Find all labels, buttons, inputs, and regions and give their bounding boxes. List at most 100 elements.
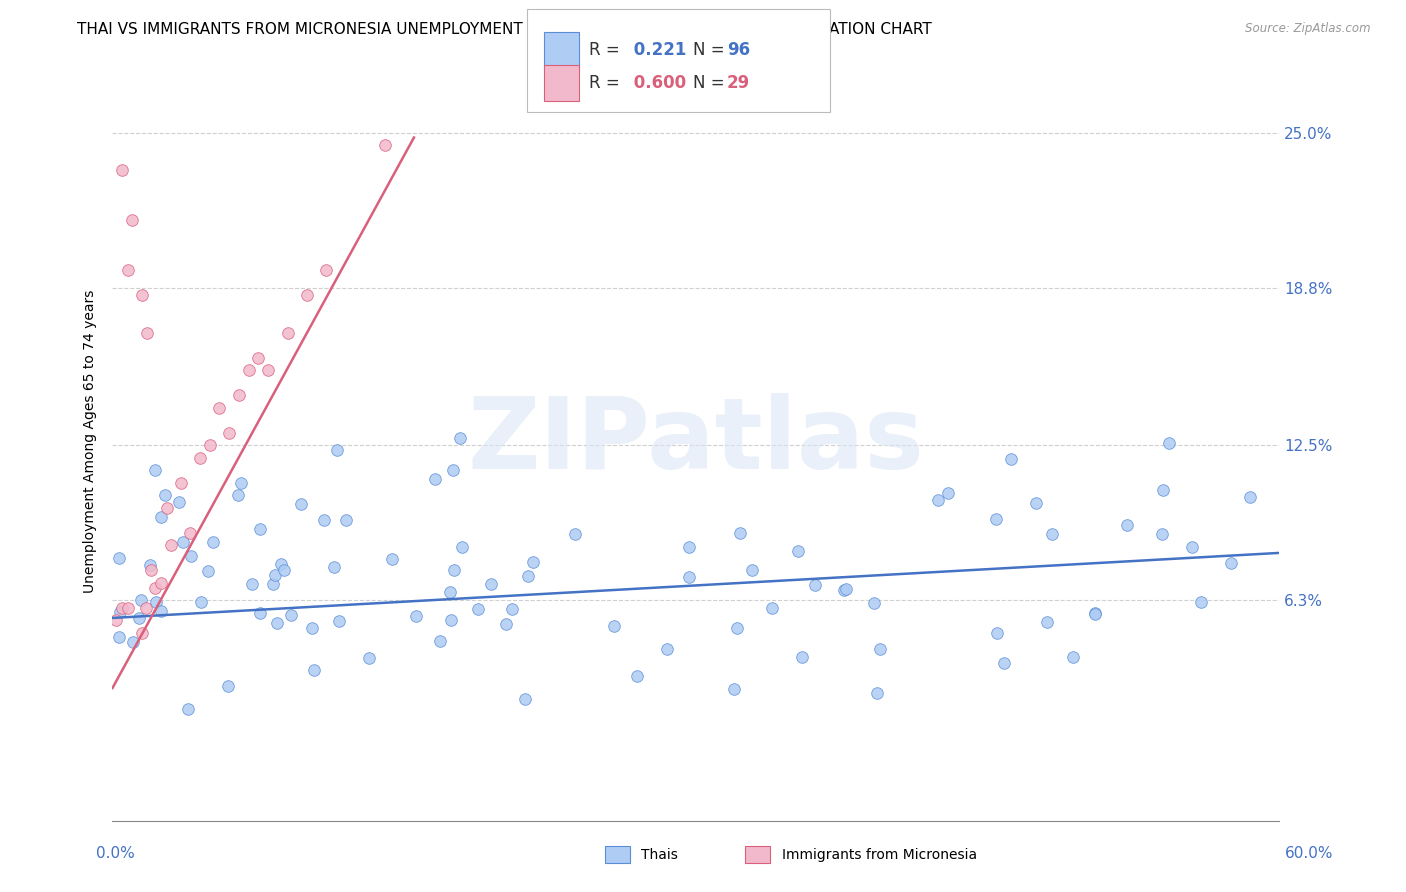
Text: R =: R = (589, 41, 626, 59)
Point (229, 475, 252, 490)
Text: Immigrants from Micronesia: Immigrants from Micronesia (782, 847, 977, 862)
Point (167, 495, 190, 509)
Point (1152, 483, 1174, 498)
Point (143, 581, 166, 595)
Point (440, 613, 463, 627)
Point (117, 263, 139, 277)
Point (228, 388, 250, 402)
Point (522, 555, 544, 569)
Point (270, 557, 292, 571)
Point (177, 702, 200, 716)
Point (121, 213, 143, 227)
Point (304, 663, 326, 677)
Text: 29: 29 (727, 74, 751, 92)
Point (479, 577, 502, 591)
Point (1036, 615, 1059, 630)
Point (678, 570, 700, 584)
Point (835, 582, 858, 597)
Point (111, 163, 134, 178)
Point (626, 669, 648, 683)
Text: 0.600: 0.600 (628, 74, 686, 92)
Point (1025, 496, 1047, 510)
Point (678, 540, 700, 554)
Point (1150, 527, 1173, 541)
Text: R =: R = (589, 74, 626, 92)
Point (135, 601, 157, 615)
Point (603, 618, 626, 632)
Point (984, 512, 1007, 526)
Point (129, 593, 152, 607)
Point (467, 602, 489, 616)
Point (1181, 540, 1204, 554)
Point (273, 563, 295, 577)
Point (312, 513, 335, 527)
Point (866, 686, 889, 700)
Point (117, 601, 139, 615)
Point (145, 595, 167, 609)
Point (153, 488, 176, 502)
Point (832, 582, 855, 597)
Point (564, 526, 586, 541)
Point (249, 522, 271, 536)
Point (515, 692, 537, 706)
Point (263, 568, 285, 582)
Point (108, 605, 131, 619)
Point (197, 564, 219, 578)
Point (1189, 595, 1212, 609)
Point (280, 607, 302, 622)
Point (1159, 436, 1181, 450)
Point (1239, 490, 1261, 504)
Point (423, 472, 446, 486)
Text: Source: ZipAtlas.com: Source: ZipAtlas.com (1246, 22, 1371, 36)
Point (863, 596, 886, 610)
Point (501, 602, 523, 616)
Point (143, 463, 166, 477)
Y-axis label: Unemployment Among Ages 65 to 74 years: Unemployment Among Ages 65 to 74 years (83, 290, 97, 593)
Point (217, 679, 239, 693)
Point (257, 363, 280, 377)
Text: THAI VS IMMIGRANTS FROM MICRONESIA UNEMPLOYMENT AMONG AGES 65 TO 74 YEARS CORREL: THAI VS IMMIGRANTS FROM MICRONESIA UNEMP… (77, 22, 932, 37)
Point (108, 550, 131, 565)
Point (226, 488, 249, 502)
Text: 96: 96 (727, 41, 749, 59)
Point (1062, 650, 1084, 665)
Point (322, 560, 344, 574)
Point (301, 621, 323, 635)
Point (516, 569, 538, 583)
Point (374, 138, 396, 153)
Point (150, 575, 173, 590)
Point (180, 549, 202, 563)
Point (790, 650, 813, 665)
Point (1084, 607, 1107, 621)
Point (804, 578, 827, 592)
Point (172, 534, 194, 549)
Point (179, 525, 201, 540)
Point (138, 558, 160, 572)
Point (111, 601, 134, 615)
Text: Thais: Thais (641, 847, 678, 862)
Point (449, 431, 471, 445)
Point (359, 651, 381, 665)
Point (1000, 451, 1022, 466)
Point (242, 576, 264, 591)
Point (725, 621, 748, 635)
Point (741, 563, 763, 577)
Point (266, 615, 288, 630)
Point (443, 562, 465, 576)
Point (495, 616, 517, 631)
Point (188, 450, 211, 465)
Point (1040, 527, 1063, 541)
Point (208, 401, 231, 415)
Point (441, 463, 464, 477)
Point (131, 626, 153, 640)
Point (150, 604, 173, 618)
Point (380, 552, 402, 566)
Point (150, 510, 173, 524)
Point (335, 513, 357, 527)
Point (1219, 556, 1241, 570)
Point (761, 601, 783, 615)
Point (202, 535, 225, 549)
Point (405, 608, 427, 623)
Point (160, 538, 183, 552)
Point (1084, 607, 1107, 621)
